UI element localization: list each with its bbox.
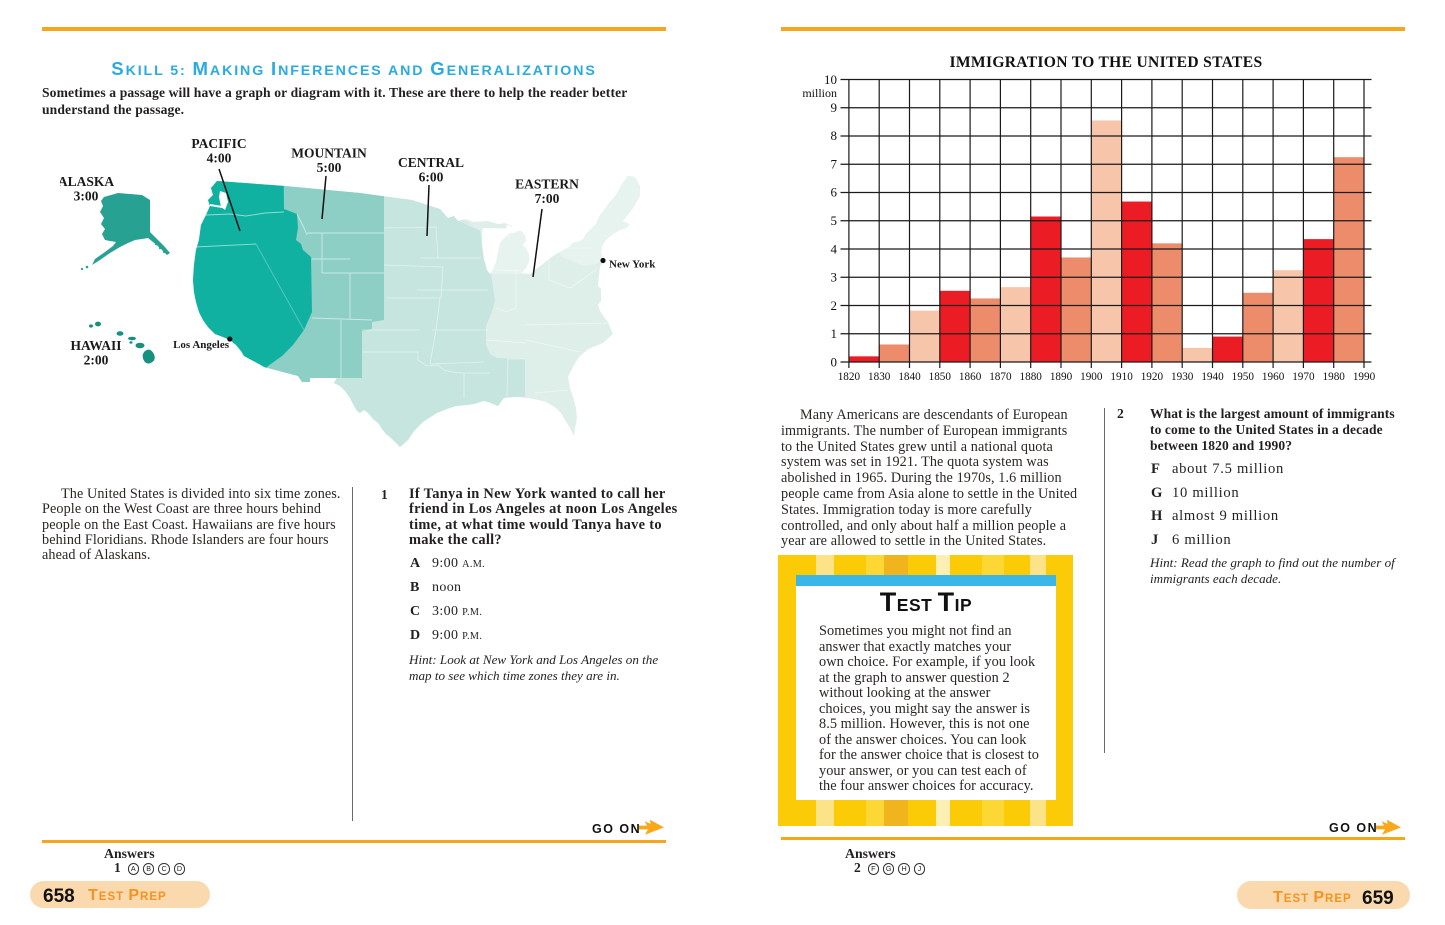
svg-text:1900: 1900 xyxy=(1080,371,1103,383)
svg-text:1860: 1860 xyxy=(959,371,982,383)
svg-text:3:00: 3:00 xyxy=(74,189,99,204)
svg-text:Los Angeles: Los Angeles xyxy=(173,339,230,351)
svg-text:1850: 1850 xyxy=(929,371,952,383)
svg-text:0: 0 xyxy=(831,355,838,370)
svg-text:PACIFIC: PACIFIC xyxy=(191,136,246,151)
svg-text:1940: 1940 xyxy=(1201,371,1224,383)
svg-text:1890: 1890 xyxy=(1050,371,1073,383)
svg-text:1910: 1910 xyxy=(1110,371,1133,383)
svg-text:1830: 1830 xyxy=(868,371,891,383)
svg-text:7:00: 7:00 xyxy=(535,191,560,206)
svg-text:1950: 1950 xyxy=(1232,371,1255,383)
svg-text:IMMIGRATION TO THE UNITED STAT: IMMIGRATION TO THE UNITED STATES xyxy=(950,54,1263,71)
svg-text:5: 5 xyxy=(831,213,838,228)
svg-text:10: 10 xyxy=(824,72,837,87)
svg-text:ALASKA: ALASKA xyxy=(60,174,114,189)
svg-text:1970: 1970 xyxy=(1292,371,1315,383)
svg-text:HAWAII: HAWAII xyxy=(70,338,121,353)
svg-text:2:00: 2:00 xyxy=(84,353,109,368)
svg-text:4: 4 xyxy=(831,242,838,257)
svg-text:1840: 1840 xyxy=(898,371,921,383)
svg-text:1990: 1990 xyxy=(1353,371,1376,383)
svg-text:6:00: 6:00 xyxy=(419,170,444,185)
svg-text:EASTERN: EASTERN xyxy=(515,177,579,192)
svg-text:9: 9 xyxy=(831,100,838,115)
svg-text:1870: 1870 xyxy=(989,371,1012,383)
svg-text:4:00: 4:00 xyxy=(207,151,232,166)
svg-text:1920: 1920 xyxy=(1141,371,1164,383)
svg-text:2: 2 xyxy=(831,298,838,313)
svg-text:MOUNTAIN: MOUNTAIN xyxy=(291,146,367,161)
svg-text:5:00: 5:00 xyxy=(317,160,342,175)
svg-text:1930: 1930 xyxy=(1171,371,1194,383)
svg-text:1960: 1960 xyxy=(1262,371,1285,383)
svg-text:CENTRAL: CENTRAL xyxy=(398,155,464,170)
svg-text:3: 3 xyxy=(831,270,838,285)
svg-text:7: 7 xyxy=(831,157,838,172)
svg-text:1980: 1980 xyxy=(1323,371,1346,383)
svg-text:million: million xyxy=(802,86,837,100)
svg-text:8: 8 xyxy=(831,128,838,143)
svg-text:6: 6 xyxy=(831,185,838,200)
svg-text:1820: 1820 xyxy=(838,371,861,383)
svg-text:1880: 1880 xyxy=(1020,371,1043,383)
svg-text:New York: New York xyxy=(609,259,656,271)
svg-text:1: 1 xyxy=(831,326,838,341)
